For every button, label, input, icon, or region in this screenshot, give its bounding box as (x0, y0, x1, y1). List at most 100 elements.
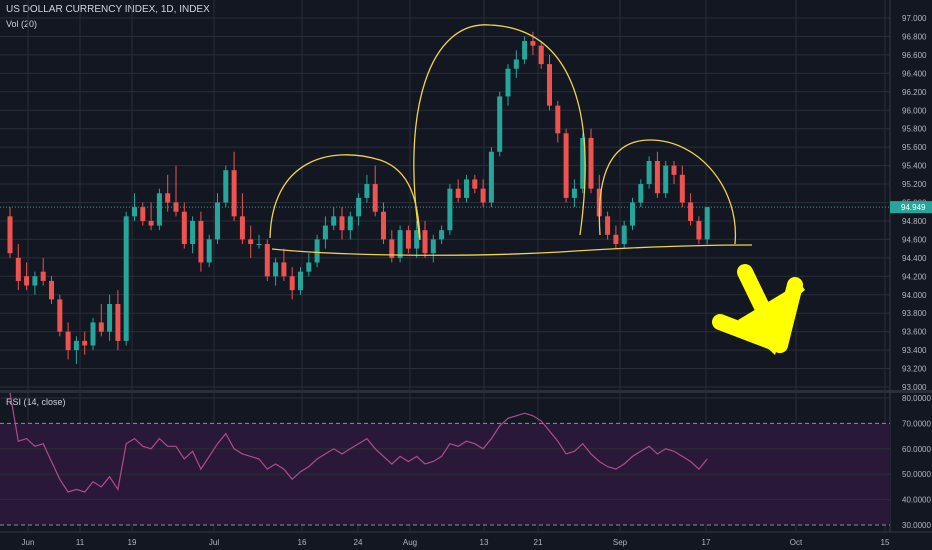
candle-body (364, 184, 370, 198)
price-tick-label: 93.000 (902, 383, 927, 392)
candle-body (588, 137, 594, 189)
candle-body (165, 193, 171, 203)
candle-body (538, 45, 544, 65)
time-tick-label: 15 (881, 538, 890, 547)
candle-body (190, 220, 196, 245)
candle-body (156, 193, 162, 226)
candle-body (704, 207, 710, 240)
left-shoulder-arc (269, 154, 421, 239)
candle-body (663, 165, 669, 194)
last-price-badge (890, 201, 932, 214)
candle-body (115, 303, 121, 341)
candle-body (488, 151, 494, 203)
time-tick-label: Sep (613, 538, 628, 547)
candle-body (447, 188, 453, 231)
candle-body (264, 244, 270, 277)
price-tick-label: 93.400 (902, 346, 927, 355)
candle-body (98, 322, 104, 332)
candle-body (356, 197, 362, 217)
time-tick-label: 21 (534, 538, 543, 547)
price-tick-label: 95.200 (902, 180, 927, 189)
right-shoulder-arc (598, 139, 737, 245)
candle-body (82, 340, 88, 346)
rsi-tick-label: 40.0000 (902, 496, 931, 505)
candle-body (696, 220, 702, 240)
time-tick-label: 13 (480, 538, 489, 547)
candle-body (347, 216, 353, 231)
arrow-shaft (737, 264, 786, 348)
candle-body (123, 216, 129, 341)
price-tick-label: 96.000 (902, 106, 927, 115)
candle-body (49, 280, 54, 300)
candle-body (231, 170, 237, 217)
candle-body (223, 170, 229, 203)
candle-body (132, 207, 137, 217)
candle-body (613, 234, 619, 245)
candle-body (480, 188, 486, 203)
price-tick-label: 96.400 (902, 69, 927, 78)
candle-body (654, 160, 660, 194)
candle-body (24, 276, 30, 286)
candle-body (65, 331, 71, 351)
candle-body (605, 216, 611, 235)
candle-body (372, 184, 378, 212)
candle-body (339, 216, 345, 231)
candle-body (322, 225, 328, 240)
candle-body (430, 239, 436, 254)
candle-body (331, 216, 337, 226)
time-tick-label: Oct (790, 538, 803, 547)
time-tick-label: 24 (354, 538, 363, 547)
price-tick-label: 94.600 (902, 235, 927, 244)
price-tick-label: 97.000 (902, 14, 927, 23)
rsi-tick-label: 60.0000 (902, 445, 931, 454)
price-tick-label: 94.800 (902, 217, 927, 226)
time-tick-label: 16 (298, 538, 307, 547)
candle-body (646, 160, 652, 185)
time-tick-label: 19 (128, 538, 137, 547)
price-tick-label: 96.800 (902, 32, 927, 41)
price-tick-label: 94.200 (902, 272, 927, 281)
candle-body (397, 230, 403, 258)
rsi-tick-label: 50.0000 (902, 470, 931, 479)
arrow-head-right (772, 277, 803, 353)
time-tick-label: Jun (22, 538, 35, 547)
candle-body (289, 276, 295, 291)
candle-body (439, 230, 445, 240)
candle-body (15, 257, 21, 281)
candle-body (173, 202, 179, 212)
last-price-label: 94.949 (901, 203, 926, 212)
symbol-title: US DOLLAR CURRENCY INDEX, 1D, INDEX (6, 4, 210, 15)
candle-body (530, 41, 536, 46)
rsi-tick-label: 30.0000 (902, 521, 931, 530)
candle-body (389, 239, 395, 258)
candle-body (181, 211, 187, 245)
price-tick-label: 96.200 (902, 88, 927, 97)
candle-body (239, 216, 245, 240)
pane-separator (0, 390, 932, 393)
rsi-tick-label: 80.0000 (902, 394, 931, 403)
arrow-head-left (712, 314, 788, 353)
price-tick-label: 96.600 (902, 51, 927, 60)
candle-body (422, 230, 428, 254)
candle-body (215, 202, 220, 240)
price-tick-label: 95.600 (902, 143, 927, 152)
candle-body (7, 216, 13, 254)
head-arc (413, 24, 586, 241)
candle-body (671, 165, 677, 175)
candle-body (148, 220, 154, 226)
candle-body (580, 137, 586, 189)
time-tick-label: Aug (403, 538, 417, 547)
candle-body (281, 262, 287, 277)
candle-body (522, 41, 528, 60)
candle-body (472, 179, 478, 189)
candle-body (248, 239, 254, 245)
time-tick-label: 17 (702, 538, 711, 547)
candle-body (455, 188, 461, 198)
candle-body (405, 230, 411, 249)
candle-body (630, 202, 635, 226)
volume-label: Vol (20) (6, 19, 38, 29)
candle-body (107, 303, 113, 332)
candle-body (497, 96, 503, 152)
time-tick-label: 11 (76, 538, 85, 547)
